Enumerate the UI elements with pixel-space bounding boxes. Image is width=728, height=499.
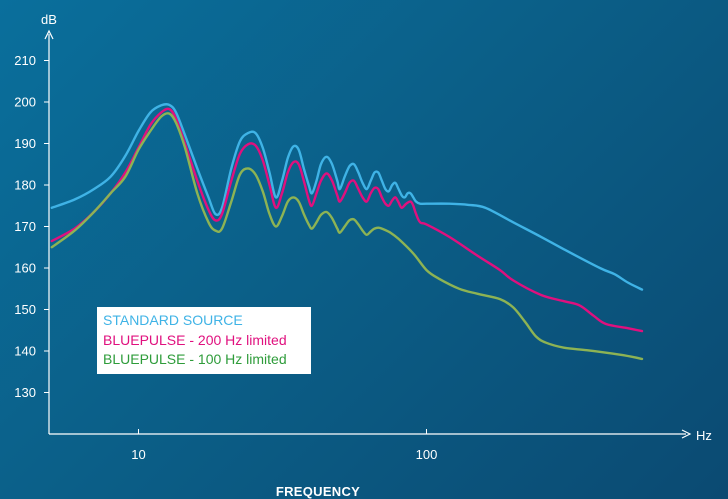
x-axis-arrow <box>681 429 692 439</box>
legend-item-bluepulse-200: BLUEPULSE - 200 Hz limited <box>103 331 287 348</box>
axes <box>44 29 692 439</box>
y-tick-label: 210 <box>14 53 36 68</box>
legend-item-bluepulse-100: BLUEPULSE - 100 Hz limited <box>103 351 287 367</box>
y-tick-label: 170 <box>14 219 36 234</box>
y-tick-label: 190 <box>14 136 36 151</box>
y-axis-unit-label: dB <box>41 12 57 27</box>
x-axis-unit-label: Hz <box>696 428 712 443</box>
legend-item-standard-source: STANDARD SOURCE <box>103 312 243 328</box>
series-line-bluepulse-100 <box>50 112 644 361</box>
y-tick-label: 150 <box>14 302 36 317</box>
series-layer <box>50 102 644 361</box>
series-line-standard-source <box>50 102 644 291</box>
x-axis-title: FREQUENCY <box>276 484 360 499</box>
x-tick-label: 100 <box>416 447 438 462</box>
y-tick-label: 140 <box>14 344 36 359</box>
x-tick-label: 10 <box>131 447 145 462</box>
y-tick-label: 160 <box>14 261 36 276</box>
legend: STANDARD SOURCE BLUEPULSE - 200 Hz limit… <box>97 307 311 374</box>
series-line-bluepulse-200 <box>50 107 644 333</box>
y-tick-label: 130 <box>14 385 36 400</box>
y-tick-label: 200 <box>14 95 36 110</box>
y-tick-label: 180 <box>14 178 36 193</box>
tick-layer: 130 140 150 160 170 180 190 200 210 10 100 <box>14 53 437 462</box>
y-axis-arrow <box>44 29 54 40</box>
